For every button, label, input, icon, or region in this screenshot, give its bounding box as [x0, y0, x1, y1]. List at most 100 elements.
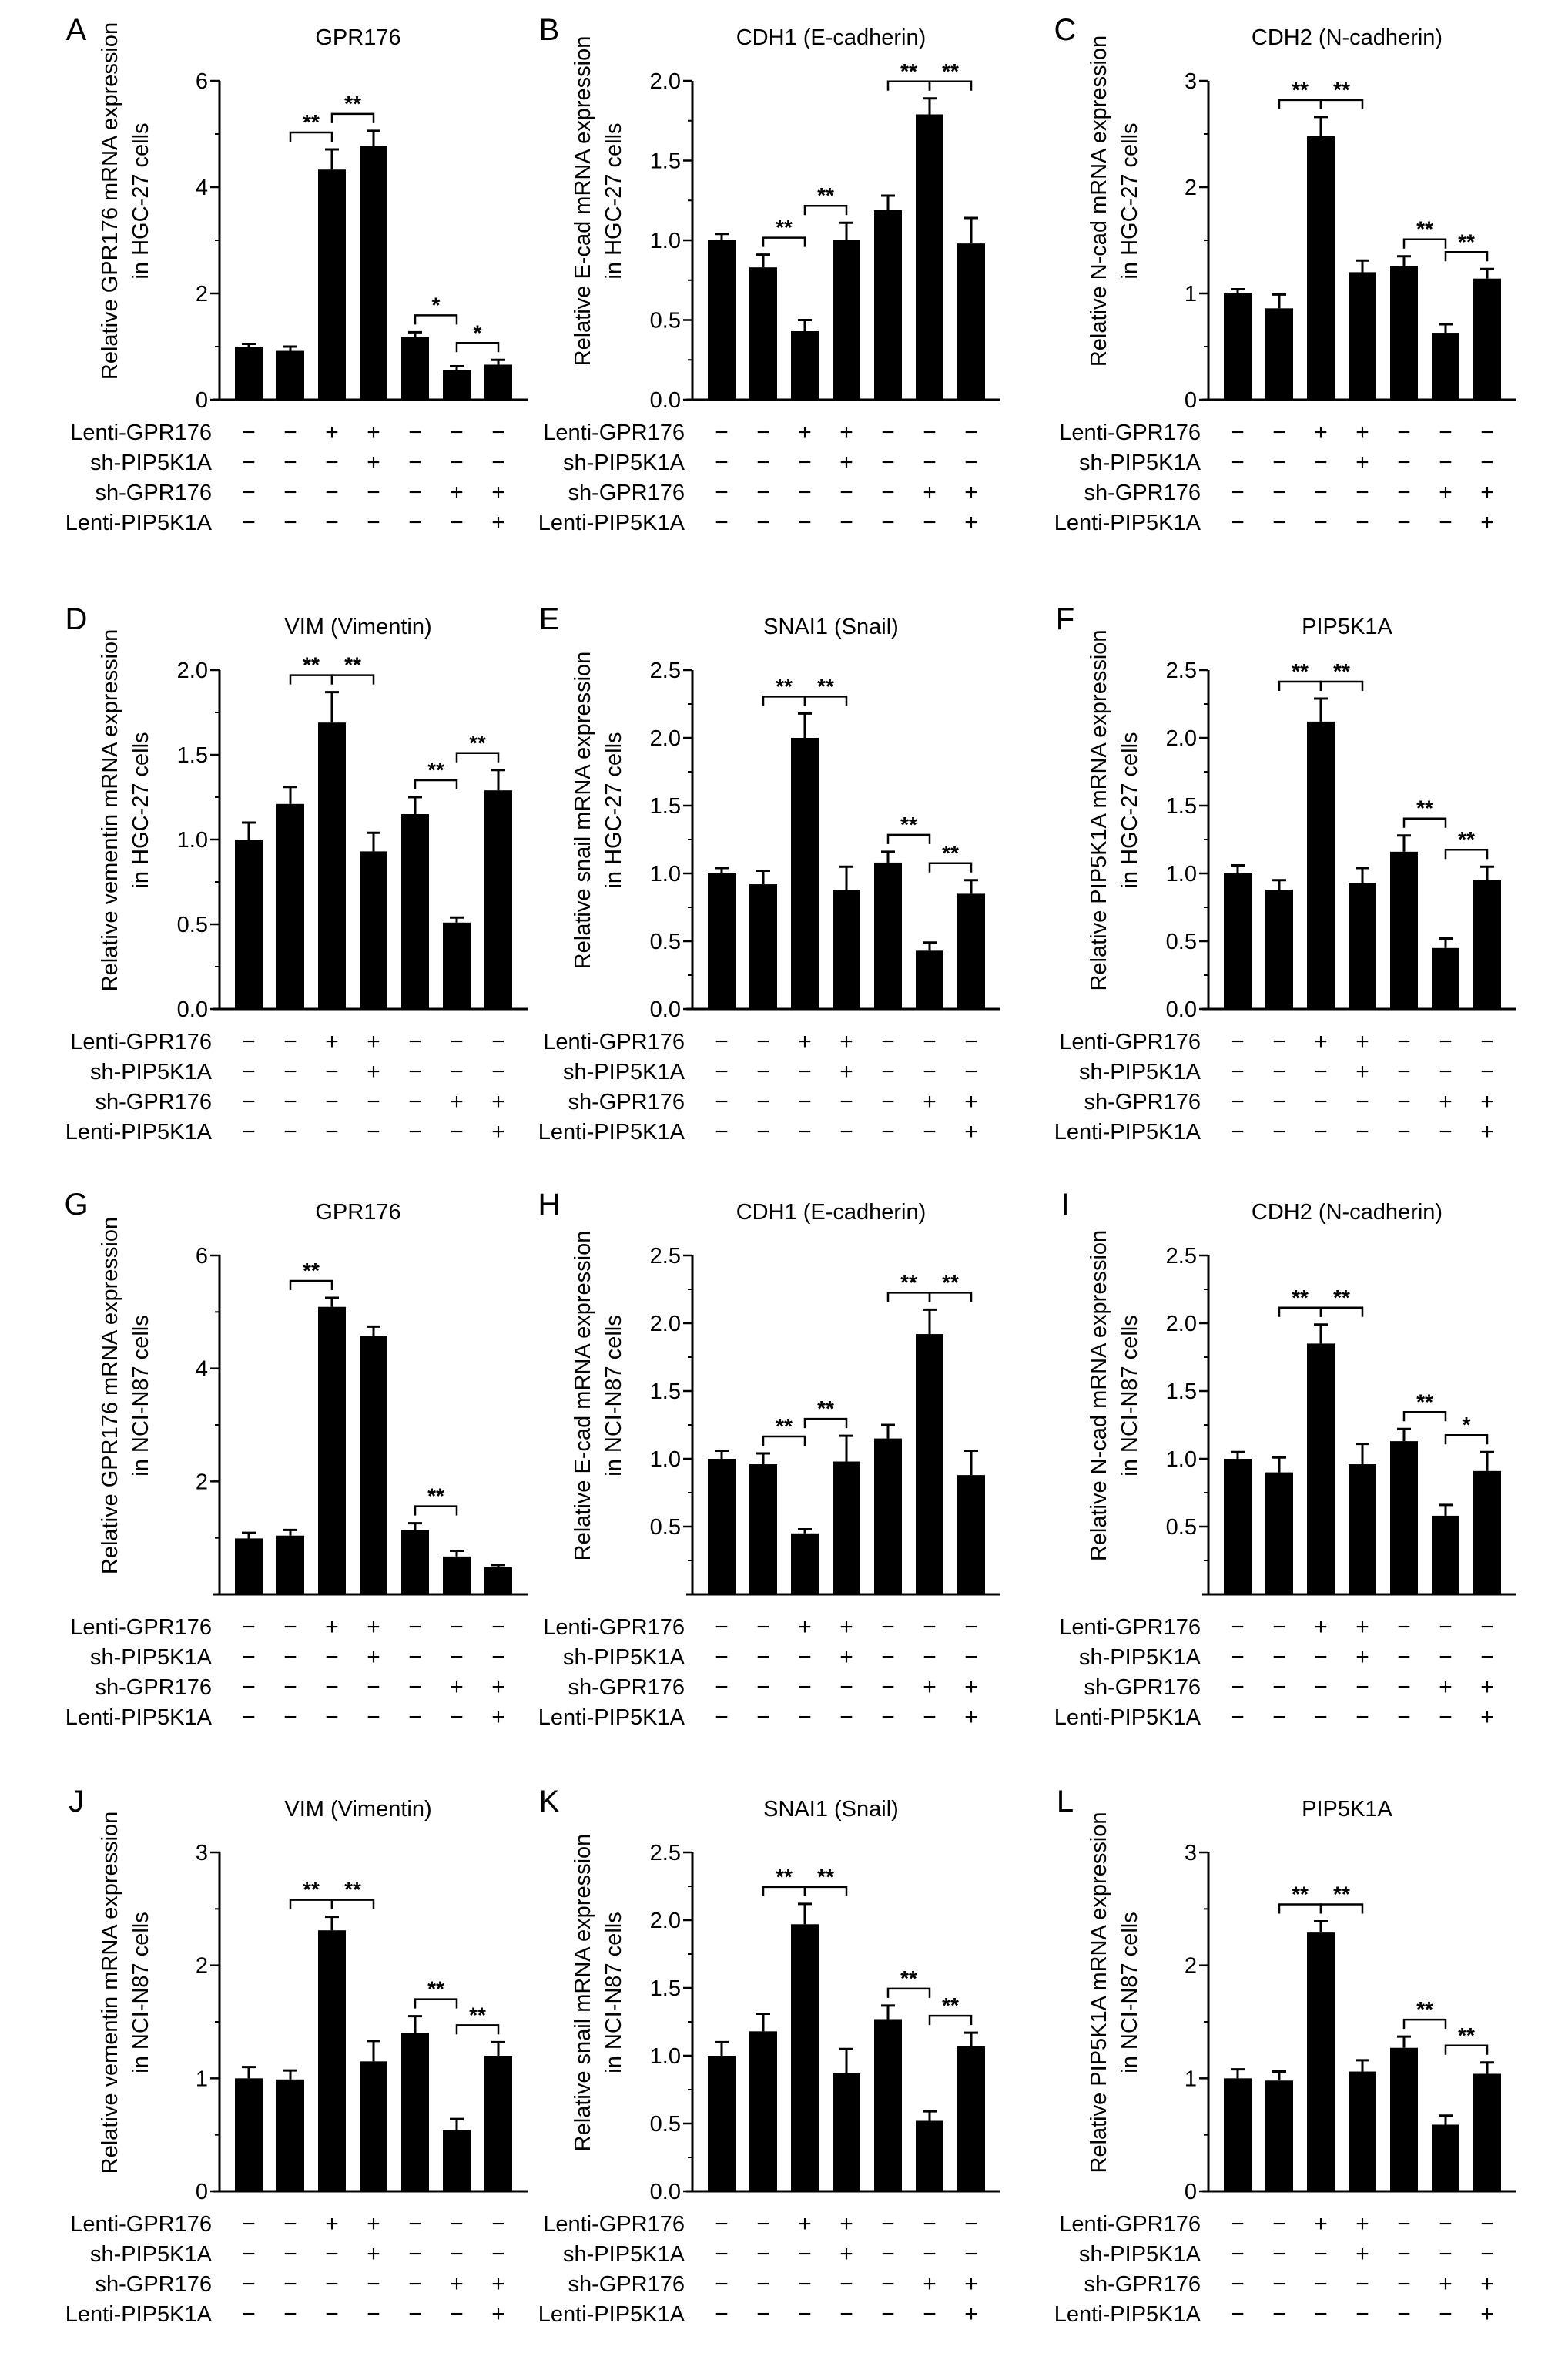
- condition-sign: −: [1439, 1614, 1453, 1640]
- y-tick-label: 2: [196, 1954, 208, 1979]
- condition-sign: −: [325, 2241, 339, 2267]
- condition-sign: +: [1314, 420, 1328, 445]
- significance-bracket: [414, 1505, 458, 1516]
- bar: [916, 950, 943, 1009]
- condition-label: sh-PIP5K1A: [1079, 1645, 1201, 1670]
- condition-label: Lenti-GPR176: [70, 2212, 212, 2237]
- condition-sign: +: [1314, 1614, 1328, 1640]
- condition-sign: −: [1231, 1029, 1245, 1054]
- y-axis-label: Relative N-cad mRNA expression: [1087, 35, 1111, 367]
- bar: [360, 851, 387, 1009]
- panel-g: G GPR176 Relative GPR176 mRNA expression in…: [64, 1188, 528, 1730]
- condition-sign: −: [798, 1119, 812, 1145]
- condition-sign: −: [1480, 1614, 1494, 1640]
- bar: [708, 2056, 736, 2191]
- condition-label: sh-GPR176: [568, 1090, 685, 1115]
- significance-bracket: [928, 80, 973, 91]
- condition-sign: +: [491, 1089, 505, 1115]
- significance-label: **: [1416, 1997, 1433, 2021]
- panel-title: PIP5K1A: [1302, 615, 1392, 639]
- bar: [276, 2079, 304, 2191]
- bar: [1349, 883, 1376, 1009]
- condition-sign: +: [964, 1089, 978, 1115]
- panel-i: I CDH2 (N-cadherin) Relative N-cad mRNA ex…: [1054, 1188, 1516, 1730]
- condition-label: Lenti-GPR176: [70, 421, 212, 445]
- condition-sign: −: [923, 1059, 937, 1084]
- condition-sign: −: [756, 1119, 770, 1145]
- condition-sign: −: [715, 1029, 729, 1054]
- panel-letter: B: [539, 13, 560, 47]
- significance-bracket: [1444, 251, 1489, 262]
- condition-sign: −: [1397, 420, 1411, 445]
- bar: [235, 347, 263, 400]
- significance-bracket: [803, 1417, 848, 1429]
- y-tick-label: 1.0: [177, 828, 208, 853]
- condition-sign: −: [1480, 1059, 1494, 1084]
- bar: [1265, 308, 1293, 400]
- panel-title: CDH1 (E-cadherin): [736, 1200, 927, 1225]
- condition-sign: −: [491, 1644, 505, 1670]
- condition-sign: −: [715, 420, 729, 445]
- significance-label: **: [344, 653, 361, 677]
- condition-sign: −: [715, 1674, 729, 1700]
- condition-sign: −: [367, 1674, 380, 1700]
- y-axis-label: Relative snail mRNA expression: [571, 1834, 595, 2152]
- bar: [484, 790, 512, 1009]
- significance-bracket: [455, 2024, 500, 2035]
- y-tick-label: 4: [196, 176, 208, 200]
- panel-f: F PIP5K1A Relative PIP5K1A mRNA expression…: [1054, 602, 1516, 1145]
- condition-sign: −: [881, 1674, 895, 1700]
- condition-sign: −: [1231, 1119, 1245, 1145]
- condition-sign: −: [408, 1674, 422, 1700]
- condition-sign: −: [715, 1089, 729, 1115]
- condition-sign: −: [1356, 2271, 1369, 2297]
- condition-sign: −: [1272, 1674, 1286, 1700]
- significance-label: **: [303, 1878, 320, 1902]
- condition-sign: −: [798, 450, 812, 475]
- condition-sign: −: [881, 1089, 895, 1115]
- condition-sign: −: [1231, 1059, 1245, 1084]
- significance-label: **: [1458, 2023, 1475, 2047]
- condition-label: Lenti-GPR176: [543, 2212, 685, 2237]
- condition-label: Lenti-GPR176: [1059, 1615, 1201, 1640]
- condition-sign: +: [367, 1644, 380, 1670]
- panel-title: GPR176: [315, 25, 400, 50]
- condition-sign: +: [1439, 1089, 1453, 1115]
- condition-sign: −: [756, 1089, 770, 1115]
- condition-sign: −: [283, 510, 297, 535]
- condition-sign: −: [1356, 1119, 1369, 1145]
- y-tick-label: 2.0: [1166, 1312, 1197, 1336]
- condition-sign: −: [1397, 1119, 1411, 1145]
- condition-sign: −: [923, 2211, 937, 2237]
- condition-sign: −: [756, 2211, 770, 2237]
- condition-sign: −: [450, 2241, 464, 2267]
- condition-sign: −: [923, 420, 937, 445]
- condition-sign: −: [1231, 1614, 1245, 1640]
- condition-sign: −: [1397, 1059, 1411, 1084]
- significance-bracket: [762, 1435, 806, 1446]
- condition-sign: −: [923, 1644, 937, 1670]
- y-tick-label: 1.0: [650, 862, 681, 887]
- condition-sign: +: [450, 1089, 464, 1115]
- bar: [1349, 2071, 1376, 2191]
- condition-sign: −: [1314, 480, 1328, 505]
- condition-sign: −: [283, 1029, 297, 1054]
- condition-label: sh-PIP5K1A: [90, 1060, 213, 1084]
- condition-sign: +: [1480, 2271, 1494, 2297]
- condition-sign: −: [715, 1119, 729, 1145]
- condition-sign: −: [367, 510, 380, 535]
- condition-sign: −: [367, 1119, 380, 1145]
- condition-sign: −: [325, 1674, 339, 1700]
- bar: [443, 370, 471, 400]
- condition-sign: −: [881, 2241, 895, 2267]
- condition-sign: +: [923, 1089, 937, 1115]
- condition-sign: −: [798, 1644, 812, 1670]
- condition-sign: +: [367, 1029, 380, 1054]
- condition-sign: −: [242, 510, 256, 535]
- y-tick-label: 0.0: [650, 2180, 681, 2204]
- condition-sign: −: [1231, 420, 1245, 445]
- significance-bracket: [762, 236, 806, 247]
- condition-sign: −: [881, 1059, 895, 1084]
- condition-label: Lenti-PIP5K1A: [65, 2302, 213, 2327]
- bar: [1265, 890, 1293, 1009]
